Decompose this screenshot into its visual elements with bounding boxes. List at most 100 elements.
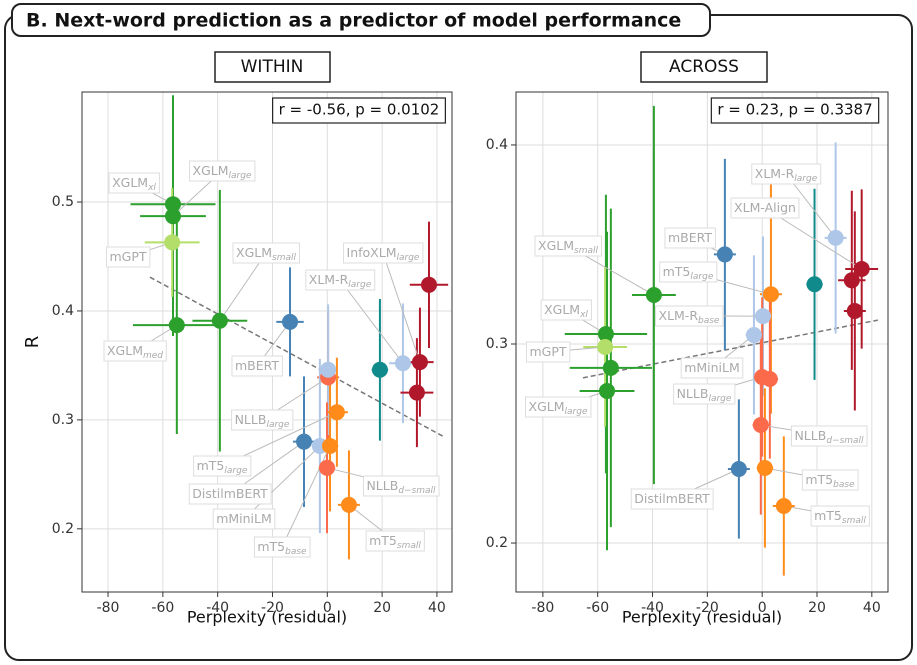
label-text: DistilmBERT xyxy=(634,491,710,506)
point xyxy=(371,361,388,378)
point xyxy=(745,327,762,344)
point-label: XGLMsmall xyxy=(538,238,598,256)
point xyxy=(168,317,185,334)
label-subscript: large xyxy=(690,272,713,282)
label-box xyxy=(730,197,800,219)
point-label: mGPT xyxy=(529,344,566,359)
label-box xyxy=(673,383,736,405)
annotation-box xyxy=(710,97,880,124)
label-box xyxy=(810,505,870,527)
y-tick-label: 0.2 xyxy=(486,535,508,551)
label-subscript: large xyxy=(348,280,371,290)
point-label: XLM-Align xyxy=(734,200,796,215)
label-box xyxy=(253,536,311,558)
point xyxy=(164,234,181,251)
label-text: mT5 xyxy=(197,458,225,473)
title-box xyxy=(11,3,711,37)
label-box xyxy=(343,242,424,264)
point-label: NLLBlarge xyxy=(235,412,290,430)
label-subscript: small xyxy=(397,541,421,551)
x-tick-label: -60 xyxy=(586,600,609,616)
label-text: XLM-Align xyxy=(734,200,796,215)
y-tick-label: 0.3 xyxy=(486,336,508,352)
point xyxy=(164,196,181,213)
figure-title: B. Next-word prediction as a predictor o… xyxy=(26,10,681,32)
label-box xyxy=(231,355,283,377)
label-box xyxy=(188,483,272,505)
point-label: XGLMsmall xyxy=(236,245,296,263)
label-text: NLLB xyxy=(677,386,709,401)
label-subscript: base xyxy=(285,547,307,557)
point-label: mT5large xyxy=(197,458,248,476)
label-box xyxy=(105,246,151,268)
point xyxy=(762,286,779,303)
point xyxy=(597,338,614,355)
axes-frame xyxy=(515,91,889,593)
label-text: XGLM xyxy=(236,245,272,260)
panel-title: ACROSS xyxy=(669,57,739,77)
label-text: mGPT xyxy=(109,249,146,264)
label-text: mBERT xyxy=(235,358,279,373)
label-subscript: small xyxy=(574,246,598,256)
annotation: r = 0.23, p = 0.3387 xyxy=(717,101,872,119)
point xyxy=(420,276,437,293)
label-box xyxy=(212,508,276,530)
point-label: mT5base xyxy=(805,472,855,490)
leader-line xyxy=(785,173,837,239)
label-text: XGLM xyxy=(529,399,565,414)
y-axis-label: R xyxy=(22,336,43,349)
label-box xyxy=(540,299,592,321)
x-tick-label: -40 xyxy=(206,600,229,616)
label-text: mGPT xyxy=(529,344,566,359)
label-box xyxy=(659,261,718,283)
label-subscript: med xyxy=(143,351,163,361)
label-box xyxy=(680,357,744,379)
point xyxy=(602,359,619,376)
point-label: InfoXLMlarge xyxy=(347,245,420,263)
point-label: XGLMxl xyxy=(544,302,588,320)
label-text: XGLM xyxy=(107,343,143,358)
label-text: mT5 xyxy=(814,508,842,523)
point xyxy=(843,272,860,289)
point xyxy=(164,208,181,225)
label-box xyxy=(305,269,376,291)
label-box xyxy=(108,172,160,194)
point xyxy=(408,384,425,401)
point xyxy=(211,312,228,329)
x-tick-label: -40 xyxy=(641,600,664,616)
leader-line xyxy=(243,445,321,520)
point xyxy=(296,433,312,450)
x-tick-label: 20 xyxy=(808,600,826,616)
point-label: XGLMmed xyxy=(107,343,163,361)
label-text: NLLB xyxy=(235,412,267,427)
point xyxy=(730,460,747,477)
x-tick-label: 0 xyxy=(758,600,767,616)
point-label: NLLBd−small xyxy=(366,478,436,496)
label-subscript: large xyxy=(229,171,252,181)
point-label: XGLMlarge xyxy=(529,399,588,417)
point-label: XGLMlarge xyxy=(193,163,252,181)
point-label: mGPT xyxy=(109,249,146,264)
label-subscript: d−small xyxy=(398,486,436,496)
point xyxy=(320,361,337,378)
point-label: XLM-Rbase xyxy=(659,308,720,326)
label-text: mMiniLM xyxy=(216,511,272,526)
label-subscript: small xyxy=(842,516,866,526)
label-text: mBERT xyxy=(668,230,712,245)
y-tick-label: 0.3 xyxy=(52,412,74,428)
point xyxy=(328,404,345,421)
point-label: mT5large xyxy=(663,264,714,282)
label-text: mT5 xyxy=(805,472,833,487)
label-box xyxy=(655,305,724,327)
label-subscript: base xyxy=(698,316,720,326)
label-text: DistilmBERT xyxy=(192,486,268,501)
label-text: XLM-R xyxy=(659,308,699,323)
point xyxy=(775,498,792,515)
point xyxy=(411,354,428,371)
label-text: InfoXLM xyxy=(347,245,397,260)
panel-title: WITHIN xyxy=(241,57,304,77)
label-text: XGLM xyxy=(193,163,229,178)
point-label: XGLMxl xyxy=(112,175,156,193)
point xyxy=(394,355,411,372)
